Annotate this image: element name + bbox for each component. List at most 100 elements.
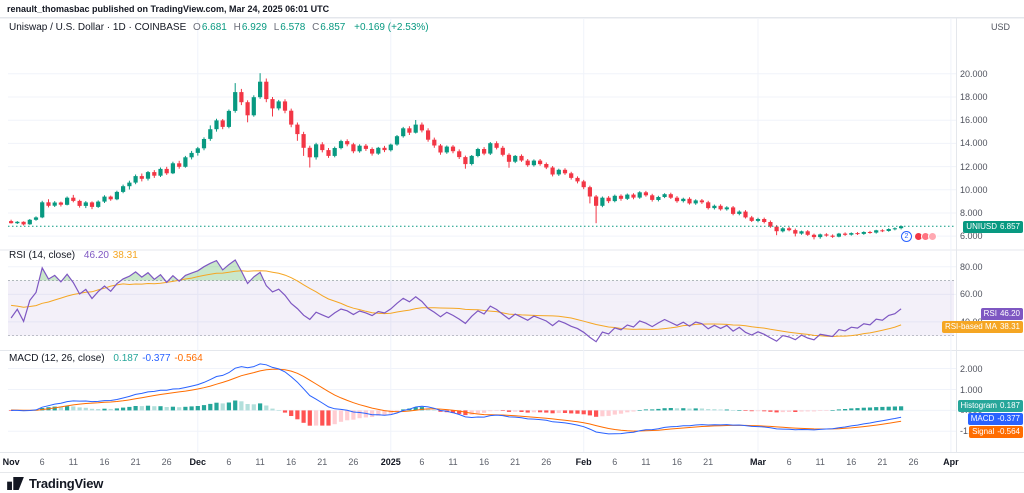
macd-histogram-bar bbox=[731, 410, 736, 411]
candle-body bbox=[382, 147, 387, 151]
candle-body bbox=[843, 233, 848, 235]
macd-histogram-bar bbox=[183, 406, 188, 411]
candle-body bbox=[58, 202, 63, 205]
tradingview-wordmark[interactable]: TradingView bbox=[29, 475, 104, 491]
rsi-badge-label: RSI bbox=[983, 309, 997, 318]
candle-body bbox=[849, 233, 854, 235]
macd-histogram-bar bbox=[177, 407, 182, 411]
candle-body bbox=[133, 176, 138, 183]
candle-body bbox=[749, 217, 754, 221]
macd-histogram-bar bbox=[295, 410, 300, 420]
rsi-ma-line bbox=[11, 270, 902, 338]
macd-histogram-bar bbox=[245, 404, 250, 411]
macd-histogram-bar bbox=[164, 407, 169, 411]
candle-body bbox=[836, 233, 841, 237]
candle-body bbox=[892, 228, 897, 230]
candle-body bbox=[544, 164, 549, 168]
macd-histogram-bar bbox=[699, 408, 704, 411]
macd-histogram-bar bbox=[326, 410, 331, 426]
candle-body bbox=[699, 200, 704, 203]
candle-body bbox=[575, 177, 580, 182]
candle-body bbox=[811, 234, 817, 238]
candle-body bbox=[650, 195, 655, 200]
macd-histogram-bar bbox=[706, 409, 711, 411]
last-price-badge-value: 6.857 bbox=[999, 222, 1020, 231]
last-price-badge-label: UNIUSD bbox=[966, 222, 997, 231]
candle-body bbox=[824, 234, 829, 236]
tradingview-logo-icon[interactable] bbox=[7, 476, 24, 490]
macd-histogram-bar bbox=[71, 406, 76, 411]
macd-histogram-bar bbox=[357, 410, 362, 419]
macd-histogram-bar bbox=[594, 410, 599, 417]
macd-badge-value: -0.377 bbox=[997, 414, 1020, 423]
candle-body bbox=[401, 128, 406, 137]
candle-body bbox=[121, 186, 126, 192]
candle-body bbox=[189, 152, 194, 158]
macd-histogram-bar bbox=[737, 410, 742, 411]
candle-body bbox=[731, 207, 736, 214]
macd-histogram-bar bbox=[208, 403, 213, 411]
candle-body bbox=[345, 141, 350, 145]
macd-histogram-bar bbox=[531, 410, 536, 413]
macd-histogram-bar bbox=[475, 410, 480, 414]
macd-histogram-bar bbox=[96, 409, 101, 411]
candle-body bbox=[139, 176, 144, 179]
macd-histogram-bar bbox=[121, 407, 126, 411]
macd-histogram-bar bbox=[805, 410, 810, 412]
candle-body bbox=[233, 92, 238, 111]
macd-histogram-bar bbox=[214, 402, 219, 411]
candle-body bbox=[214, 120, 219, 130]
candle-body bbox=[33, 217, 39, 220]
candle-body bbox=[258, 81, 263, 98]
reaction-count-badge[interactable]: 2 bbox=[901, 231, 912, 242]
rsi-badge-value: 46.20 bbox=[999, 309, 1020, 318]
reaction-emoji-icon[interactable] bbox=[928, 232, 937, 241]
candle-body bbox=[818, 234, 823, 238]
emoji-reactions[interactable]: 2 bbox=[901, 231, 937, 242]
macd-histogram-bar bbox=[811, 410, 817, 412]
candle-body bbox=[77, 200, 82, 206]
candle-body bbox=[444, 146, 449, 153]
macd-histogram-bar bbox=[874, 407, 879, 411]
macd-histogram-bar bbox=[867, 407, 873, 411]
candle-body bbox=[724, 207, 729, 210]
rsi-ma-badge-label: RSI-based MA bbox=[944, 322, 997, 331]
macd-histogram-bar bbox=[643, 409, 648, 411]
candle-body bbox=[71, 197, 76, 201]
candle-body bbox=[15, 221, 20, 224]
macd-badge: MACD -0.377 bbox=[967, 413, 1023, 425]
candle-body bbox=[170, 163, 175, 174]
candle-body bbox=[164, 168, 169, 174]
macd-histogram-bar bbox=[264, 405, 269, 411]
macd-histogram-bar bbox=[401, 409, 406, 411]
macd-histogram-bar bbox=[899, 406, 904, 411]
macd-histogram-bar bbox=[743, 410, 748, 411]
candle-body bbox=[114, 191, 119, 200]
candle-body bbox=[195, 148, 200, 153]
macd-histogram-bar bbox=[606, 410, 611, 416]
candle-body bbox=[158, 168, 163, 176]
macd-histogram-bar bbox=[394, 410, 400, 412]
candle-body bbox=[326, 150, 331, 156]
macd-histogram-bar bbox=[631, 410, 636, 412]
macd-histogram-bar bbox=[525, 410, 530, 413]
macd-histogram-bar bbox=[52, 406, 57, 411]
macd-histogram-bar bbox=[65, 406, 70, 411]
macd-histogram-bar bbox=[77, 407, 82, 411]
macd-histogram-bar bbox=[251, 404, 256, 411]
candle-body bbox=[668, 194, 673, 198]
chart-canvas[interactable] bbox=[0, 0, 1024, 472]
candle-body bbox=[587, 187, 592, 197]
candle-body bbox=[177, 163, 182, 167]
candle-body bbox=[65, 197, 70, 205]
macd-histogram-bar bbox=[892, 406, 897, 411]
candle-body bbox=[562, 169, 568, 174]
candle-body bbox=[220, 120, 225, 127]
candle-body bbox=[27, 219, 32, 225]
candle-body bbox=[276, 101, 281, 109]
macd-histogram-bar bbox=[799, 410, 804, 412]
rsi-band-fill bbox=[8, 280, 954, 336]
candle-body bbox=[612, 195, 617, 202]
candle-body bbox=[264, 81, 269, 100]
candle-body bbox=[245, 102, 250, 116]
